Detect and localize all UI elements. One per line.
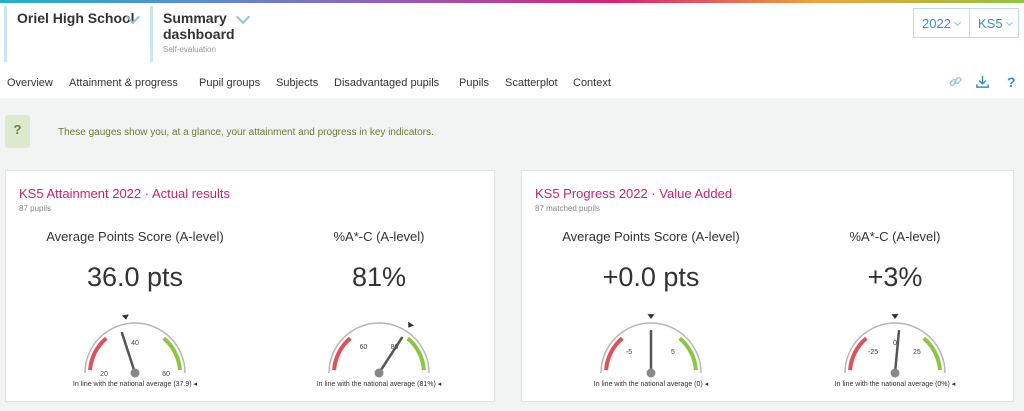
view-subtitle: Self-evaluation (163, 45, 216, 54)
tab-pupils[interactable]: Pupils (459, 77, 489, 89)
gauge-national-marker (647, 314, 655, 319)
year-select[interactable]: 2022 (913, 8, 970, 38)
gauge-tick-label: 25 (913, 349, 921, 356)
gauge-outline (600, 322, 702, 374)
gauge-needle-hub (646, 368, 656, 378)
gauge-tick-label: 40 (131, 340, 139, 347)
gauge-footer-text: In line with the national average (0) (593, 381, 703, 388)
attainment-panel-subtitle: 87 pupils (19, 204, 52, 213)
gauge-national-marker (891, 314, 899, 319)
gauge-outline (844, 322, 946, 374)
gauge-label: %A*-C (A-level) (333, 229, 425, 244)
gauge-attainment-ac: %A*-C (A-level) 81% 6080 In line with th… (259, 229, 499, 399)
gauge-value: +3% (867, 262, 923, 292)
brand-stripe (0, 0, 1024, 3)
gauge-tick-label: 60 (360, 344, 368, 351)
gauge-low-band (604, 336, 624, 371)
gauge-tick-label: 60 (162, 371, 170, 378)
attainment-panel: KS5 Attainment 2022 · Actual results 87 … (5, 170, 495, 402)
year-chevron-down-icon (953, 18, 961, 27)
gauge-value: 36.0 pts (86, 262, 184, 292)
gauge-tick-label: -5 (626, 349, 632, 356)
gauge-dial: 6080 (328, 321, 430, 378)
download-icon-svg (976, 75, 989, 88)
tab-scatterplot[interactable]: Scatterplot (505, 77, 558, 89)
nav-tabs: Overview Attainment & progress Pupil gro… (0, 68, 1024, 98)
gauge-tick-label: -25 (868, 349, 878, 356)
tab-context[interactable]: Context (573, 77, 611, 89)
tab-attainment-progress[interactable]: Attainment & progress (69, 77, 178, 89)
help-icon[interactable]: ? (1007, 74, 1016, 90)
gauge-footer-text: In line with the national average (37.9) (72, 381, 192, 388)
download-icon[interactable] (975, 74, 990, 92)
gauge-dial: -25 0 25 (844, 314, 946, 378)
gauge-footer: In line with the national average (0) ◂ (593, 381, 709, 388)
gauge-tick-label: 20 (100, 371, 108, 378)
top-bar: Oriel High School Summary dashboard Self… (0, 0, 1024, 68)
gauge-value: 81% (351, 262, 407, 292)
gauge-footer-text: In line with the national average (81%) (316, 381, 436, 388)
gauge-needle (120, 331, 137, 375)
gauge-national-marker (121, 314, 129, 320)
gauge-progress-aps: Average Points Score (A-level) +0.0 pts … (531, 229, 771, 399)
gauge-needle (893, 329, 901, 375)
gauge-label: Average Points Score (A-level) (562, 229, 740, 244)
question-icon: ? (5, 115, 30, 148)
progress-panel-subtitle: 87 matched pupils (535, 204, 600, 213)
gauge-low-band (848, 336, 868, 371)
gauge-high-band (406, 336, 426, 371)
gauge-high-band (922, 336, 942, 371)
gauge-outline (328, 322, 430, 374)
gauge-high-band (678, 336, 698, 371)
link-icon[interactable] (948, 74, 963, 92)
tab-overview[interactable]: Overview (7, 77, 53, 89)
stage-chevron-down-icon (1005, 18, 1013, 27)
gauge-tick-label: 5 (671, 349, 675, 356)
gauge-low-band (332, 336, 352, 371)
attainment-panel-title: KS5 Attainment 2022 · Actual results (19, 186, 231, 201)
info-text: These gauges show you, at a glance, your… (58, 127, 434, 138)
gauge-value: +0.0 pts (602, 262, 700, 292)
school-name: Oriel High School (17, 10, 135, 26)
gauge-attainment-aps: Average Points Score (A-level) 36.0 pts … (15, 229, 255, 399)
gauge-footer-text: In line with the national average (0%) (834, 381, 950, 388)
gauge-footer: In line with the national average (37.9)… (72, 381, 198, 388)
tab-subjects[interactable]: Subjects (276, 77, 319, 89)
stage-value: KS5 (978, 16, 1003, 31)
view-selector[interactable]: Summary dashboard Self-evaluation (150, 6, 270, 62)
gauge-footer: In line with the national average (81%) … (316, 381, 442, 388)
progress-panel: KS5 Progress 2022 · Value Added 87 match… (521, 170, 1014, 402)
gauge-outline (84, 322, 186, 374)
gauge-dial: 20 40 60 (84, 314, 186, 378)
stage-select[interactable]: KS5 (969, 8, 1019, 38)
gauge-tick-label: 0 (893, 340, 897, 347)
gauge-needle-hub (374, 368, 384, 378)
gauge-label: %A*-C (A-level) (849, 229, 941, 244)
link-icon-svg (949, 76, 962, 87)
gauge-needle (377, 336, 404, 375)
info-banner: ? These gauges show you, at a glance, yo… (0, 107, 1024, 157)
tab-pupil-groups[interactable]: Pupil groups (199, 77, 261, 89)
view-title-line2: dashboard (163, 26, 235, 42)
gauge-label: Average Points Score (A-level) (46, 229, 224, 244)
year-value: 2022 (922, 16, 951, 31)
gauge-needle-hub (130, 368, 140, 378)
gauge-progress-ac: %A*-C (A-level) +3% -25 0 25 In line with … (775, 229, 1015, 399)
school-selector[interactable]: Oriel High School (4, 6, 152, 62)
gauge-dial: -5 5 (600, 314, 702, 378)
gauge-low-band (88, 336, 108, 371)
gauge-needle-hub (890, 368, 900, 378)
gauge-footer: In line with the national average (0%) ◂ (834, 381, 956, 388)
gauge-national-marker (408, 321, 415, 328)
view-title-line1: Summary (163, 10, 227, 26)
tab-disadvantaged-pupils[interactable]: Disadvantaged pupils (334, 77, 440, 89)
progress-panel-title: KS5 Progress 2022 · Value Added (535, 186, 733, 201)
gauge-high-band (162, 336, 182, 371)
